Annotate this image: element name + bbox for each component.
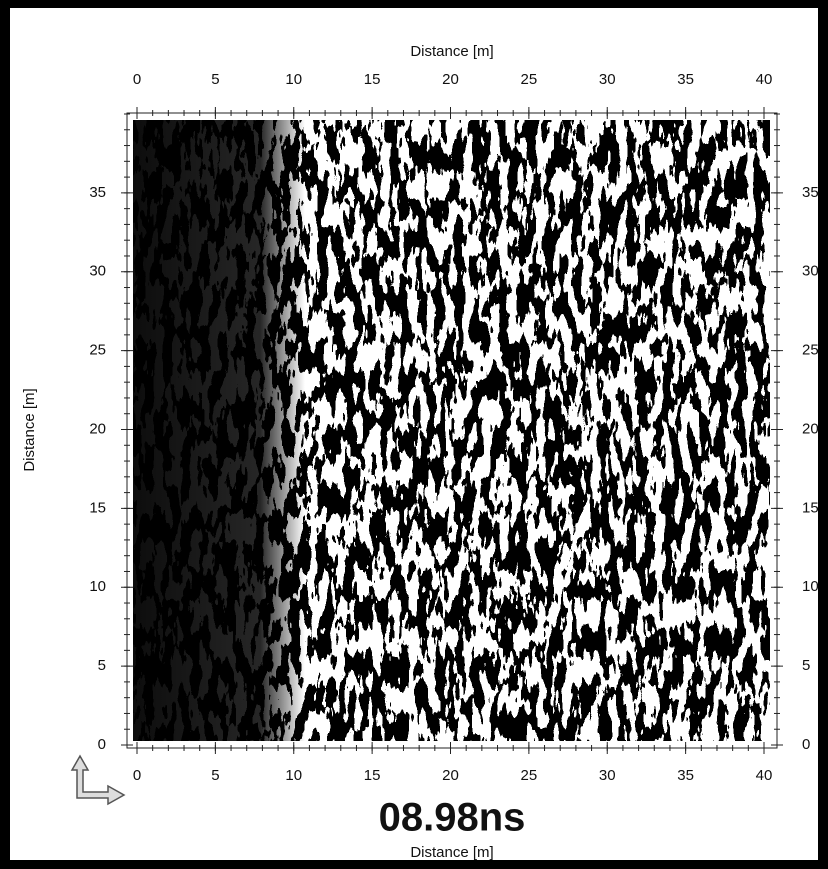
tick-label: 0 xyxy=(802,736,810,753)
time-label: 08.98ns xyxy=(379,796,526,840)
tick-label: 25 xyxy=(521,71,538,88)
axis-frame xyxy=(126,112,778,749)
axis-label: Distance [m] xyxy=(410,43,493,60)
tick-label: 5 xyxy=(211,71,219,88)
axis-label: Distance [m] xyxy=(21,388,38,471)
slice-image xyxy=(133,120,770,741)
tick-label: 25 xyxy=(89,342,106,359)
slice-shade xyxy=(133,120,770,741)
tick-label: 15 xyxy=(89,499,106,516)
tick-label: 30 xyxy=(599,71,616,88)
tick-label: 15 xyxy=(364,71,381,88)
tick-label: 10 xyxy=(89,578,106,595)
tick-label: 15 xyxy=(364,767,381,784)
orientation-icon xyxy=(70,754,126,806)
tick-label: 0 xyxy=(133,767,141,784)
tick-label: 0 xyxy=(98,736,106,753)
tick-label: 20 xyxy=(802,420,819,437)
tick-label: 35 xyxy=(802,184,819,201)
tick-label: 0 xyxy=(133,71,141,88)
tick-label: 35 xyxy=(677,767,694,784)
tick-label: 20 xyxy=(442,767,459,784)
tick-label: 30 xyxy=(89,263,106,280)
tick-label: 15 xyxy=(802,499,819,516)
tick-label: 20 xyxy=(89,420,106,437)
tick-label: 20 xyxy=(442,71,459,88)
tick-label: 25 xyxy=(802,342,819,359)
tick-label: 10 xyxy=(802,578,819,595)
tick-label: 10 xyxy=(285,71,302,88)
tick-label: 5 xyxy=(211,767,219,784)
tick-label: 5 xyxy=(802,657,810,674)
tick-label: 30 xyxy=(802,263,819,280)
tick-label: 35 xyxy=(89,184,106,201)
tick-label: 40 xyxy=(756,71,773,88)
tick-label: 35 xyxy=(677,71,694,88)
tick-label: 5 xyxy=(98,657,106,674)
axis-label: Distance [m] xyxy=(410,844,493,861)
tick-label: 40 xyxy=(756,767,773,784)
tick-label: 30 xyxy=(599,767,616,784)
tick-label: 10 xyxy=(285,767,302,784)
tick-label: 25 xyxy=(521,767,538,784)
